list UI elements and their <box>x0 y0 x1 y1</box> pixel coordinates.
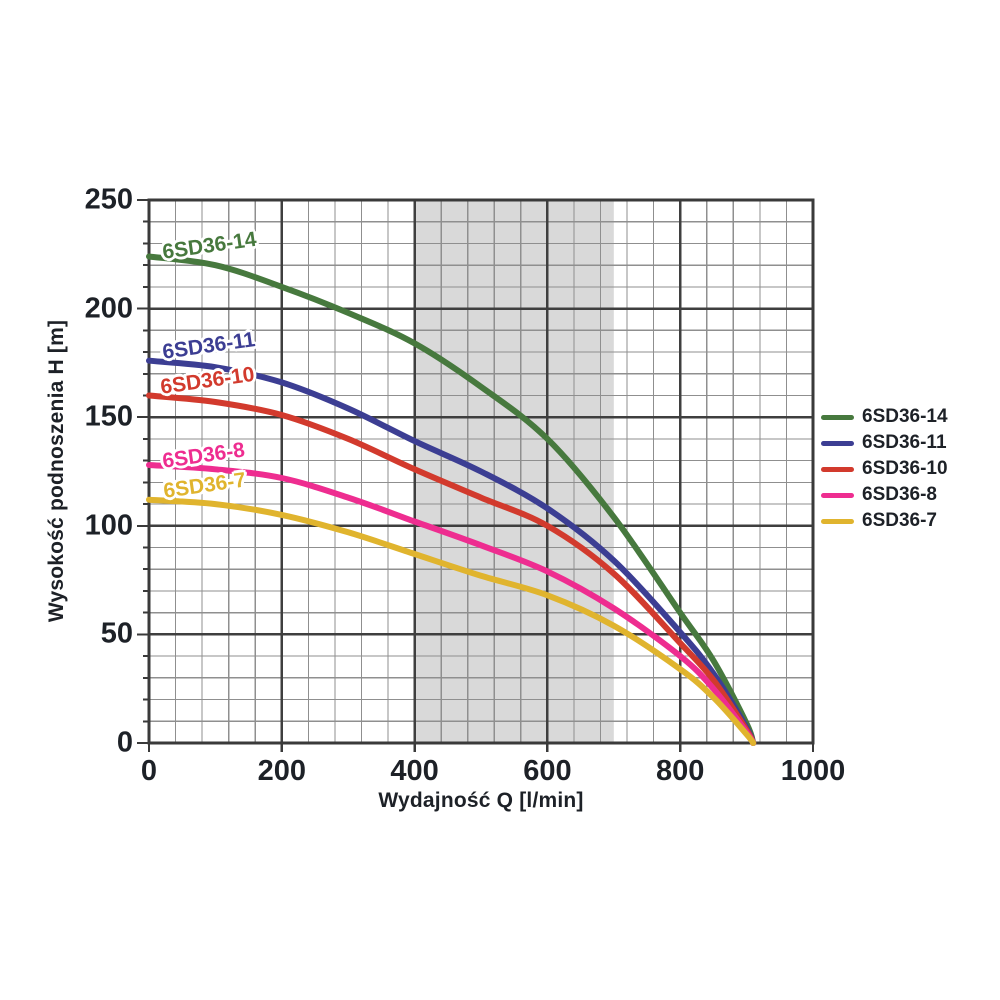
legend-label: 6SD36-14 <box>862 406 948 427</box>
y-tick-label-200: 200 <box>84 292 133 325</box>
legend-item: 6SD36-14 <box>821 404 948 430</box>
y-tick-label-0: 0 <box>116 726 133 759</box>
highlighted-flow-range <box>414 200 614 743</box>
legend-item: 6SD36-8 <box>821 482 948 508</box>
legend-swatch <box>821 492 854 498</box>
x-tick-label-400: 400 <box>390 755 439 787</box>
x-tick-label-200: 200 <box>257 755 306 787</box>
x-tick-label-0: 0 <box>140 755 158 787</box>
curve-6sd36-11 <box>146 357 757 746</box>
legend-label: 6SD36-8 <box>862 484 937 505</box>
x-tick-label-1000: 1000 <box>780 755 846 787</box>
x-tick-label-800: 800 <box>655 755 705 787</box>
legend-item: 6SD36-10 <box>821 456 948 482</box>
legend: 6SD36-14 6SD36-11 6SD36-10 6SD36-8 6SD36… <box>821 404 948 534</box>
legend-label: 6SD36-7 <box>862 510 937 531</box>
x-axis-title: Wydajność Q [l/min] <box>378 789 584 812</box>
legend-swatch <box>821 466 854 472</box>
y-axis-title: Wysokość podnoszenia H [m] <box>45 319 68 623</box>
y-tick-label-100: 100 <box>84 509 133 542</box>
legend-label: 6SD36-11 <box>862 432 947 453</box>
legend-swatch <box>821 518 854 524</box>
curve-6sd36-8 <box>146 462 757 746</box>
legend-label: 6SD36-10 <box>862 458 948 479</box>
curve-6sd36-14 <box>146 253 757 746</box>
legend-swatch <box>821 440 854 446</box>
legend-item: 6SD36-7 <box>821 508 948 534</box>
curve-6sd36-10 <box>146 392 757 746</box>
x-tick-label-600: 600 <box>523 755 572 787</box>
curve-6sd36-7 <box>146 496 757 746</box>
y-tick-label-250: 250 <box>84 183 133 216</box>
legend-item: 6SD36-11 <box>821 430 948 456</box>
y-tick-label-50: 50 <box>100 617 133 650</box>
plot-border <box>147 198 815 745</box>
y-tick-label-150: 150 <box>84 400 133 433</box>
legend-swatch <box>821 414 854 420</box>
